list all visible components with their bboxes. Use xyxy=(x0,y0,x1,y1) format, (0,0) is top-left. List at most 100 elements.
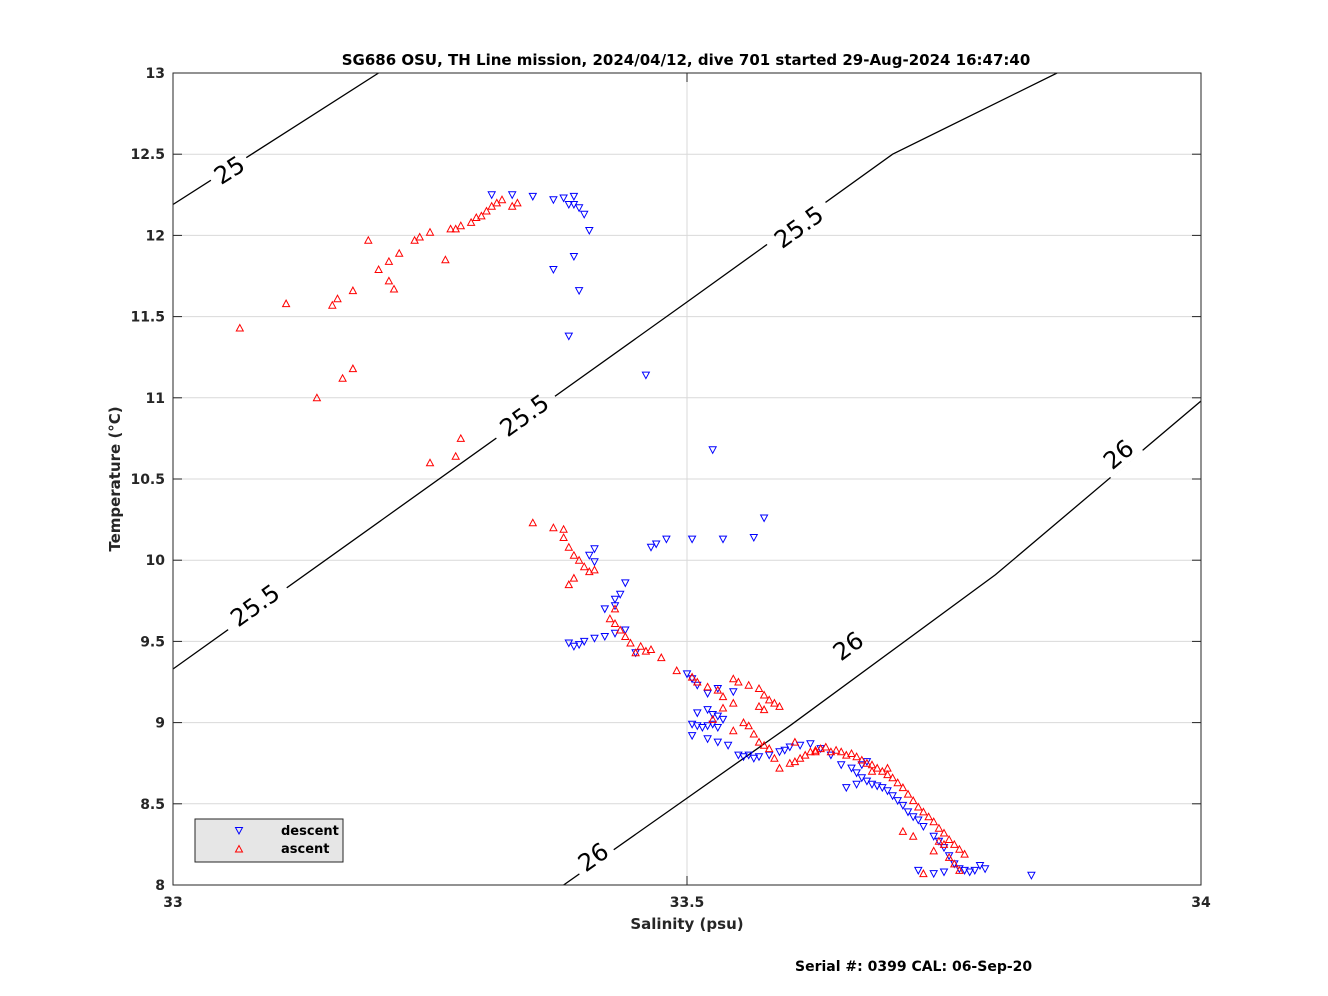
serial-cal-footer: Serial #: 0399 CAL: 06-Sep-20 xyxy=(795,959,1032,975)
ascent-point xyxy=(703,682,712,691)
descent-point xyxy=(960,866,969,875)
descent-point xyxy=(888,792,897,801)
y-tick-labels: 8 8.5 9 9.5 10 10.5 11 11.5 12 12.5 13 xyxy=(130,66,165,894)
descent-point xyxy=(687,720,697,729)
ascent-point xyxy=(913,802,923,811)
descent-point xyxy=(687,535,697,544)
descent-point xyxy=(872,782,882,791)
ascent-point xyxy=(759,690,769,699)
descent-point xyxy=(883,787,892,796)
descent-point xyxy=(574,287,584,296)
ascent-point xyxy=(847,748,856,757)
ascent-point xyxy=(908,796,918,805)
legend-descent-label: descent xyxy=(281,824,339,839)
descent-point xyxy=(780,746,790,755)
ascent-point xyxy=(620,631,630,640)
descent-point xyxy=(615,590,625,599)
ascent-point xyxy=(441,255,450,264)
ascent-point xyxy=(821,742,831,751)
ascent-point xyxy=(883,763,892,772)
descent-point xyxy=(682,670,692,679)
ascent-point xyxy=(425,458,435,467)
descent-point xyxy=(600,605,610,614)
descent-point xyxy=(590,634,599,643)
legend-descent-marker xyxy=(234,827,244,836)
ascent-point xyxy=(590,565,599,574)
y-tick-label: 8 xyxy=(155,878,165,894)
descent-point xyxy=(641,371,651,380)
descent-point xyxy=(569,642,579,651)
ascent-point xyxy=(482,206,491,215)
ascent-point xyxy=(687,672,697,681)
ascent-point xyxy=(841,750,851,759)
ascent-point xyxy=(564,542,574,551)
descent-point xyxy=(1027,871,1036,880)
descent-point xyxy=(507,191,517,200)
ascent-point xyxy=(811,747,820,756)
ascent-point xyxy=(898,783,908,792)
descent-point xyxy=(919,823,928,832)
descent-point xyxy=(713,724,723,733)
descent-point xyxy=(698,724,707,733)
ascent-point xyxy=(451,451,461,460)
ascent-point xyxy=(775,763,784,772)
descent-point xyxy=(713,738,723,747)
ascent-point xyxy=(528,518,538,527)
descent-point xyxy=(703,722,712,731)
descent-point xyxy=(939,868,949,877)
descent-point xyxy=(579,210,589,219)
ascent-point xyxy=(836,747,846,756)
ascent-point xyxy=(944,834,954,843)
ascent-point xyxy=(728,698,738,707)
ascent-point xyxy=(281,299,291,308)
descent-point xyxy=(898,801,908,810)
ascent-point xyxy=(831,745,841,754)
axis-ticks xyxy=(172,72,1202,886)
ascent-point xyxy=(348,286,358,295)
descent-point xyxy=(590,558,599,567)
descent-point xyxy=(574,204,584,213)
y-tick-label: 8.5 xyxy=(140,797,165,813)
descent-point xyxy=(610,602,620,611)
ascent-point xyxy=(631,648,640,657)
ascent-point xyxy=(924,812,933,821)
ascent-point xyxy=(466,217,476,226)
ascent-point xyxy=(759,740,769,749)
descent-point xyxy=(703,706,712,715)
descent-point xyxy=(718,715,728,724)
descent-point xyxy=(574,641,584,650)
ascent-point xyxy=(806,747,815,756)
ascent-point xyxy=(672,666,682,675)
descent-point xyxy=(703,735,712,744)
ascent-point xyxy=(764,744,774,753)
contour-group xyxy=(563,400,1201,885)
descent-point xyxy=(549,196,558,205)
descent-point xyxy=(620,626,630,635)
ascent-point xyxy=(363,235,373,244)
ascent-point xyxy=(754,683,764,692)
ascent-point xyxy=(764,695,774,704)
ascent-point xyxy=(415,232,425,241)
descent-point xyxy=(600,633,610,642)
ascent-point xyxy=(708,714,718,723)
ascent-point xyxy=(713,685,723,694)
descent-point xyxy=(569,192,579,201)
ascent-point xyxy=(333,294,342,303)
ascent-point xyxy=(384,256,394,265)
ascent-point xyxy=(754,737,764,746)
ascent-point xyxy=(759,705,769,714)
descent-point xyxy=(723,741,733,750)
descent-point xyxy=(487,191,497,200)
ascent-point xyxy=(960,849,969,858)
y-tick-label: 9.5 xyxy=(140,634,165,650)
ascent-point xyxy=(312,393,322,402)
ascent-point xyxy=(718,703,728,712)
ascent-point xyxy=(559,524,568,533)
descent-point xyxy=(708,446,718,455)
descent-point xyxy=(847,764,856,773)
ascent-point xyxy=(235,323,245,332)
descent-point xyxy=(692,709,702,718)
ascent-point xyxy=(471,212,481,221)
chart-title: SG686 OSU, TH Line mission, 2024/04/12, … xyxy=(342,51,1031,69)
